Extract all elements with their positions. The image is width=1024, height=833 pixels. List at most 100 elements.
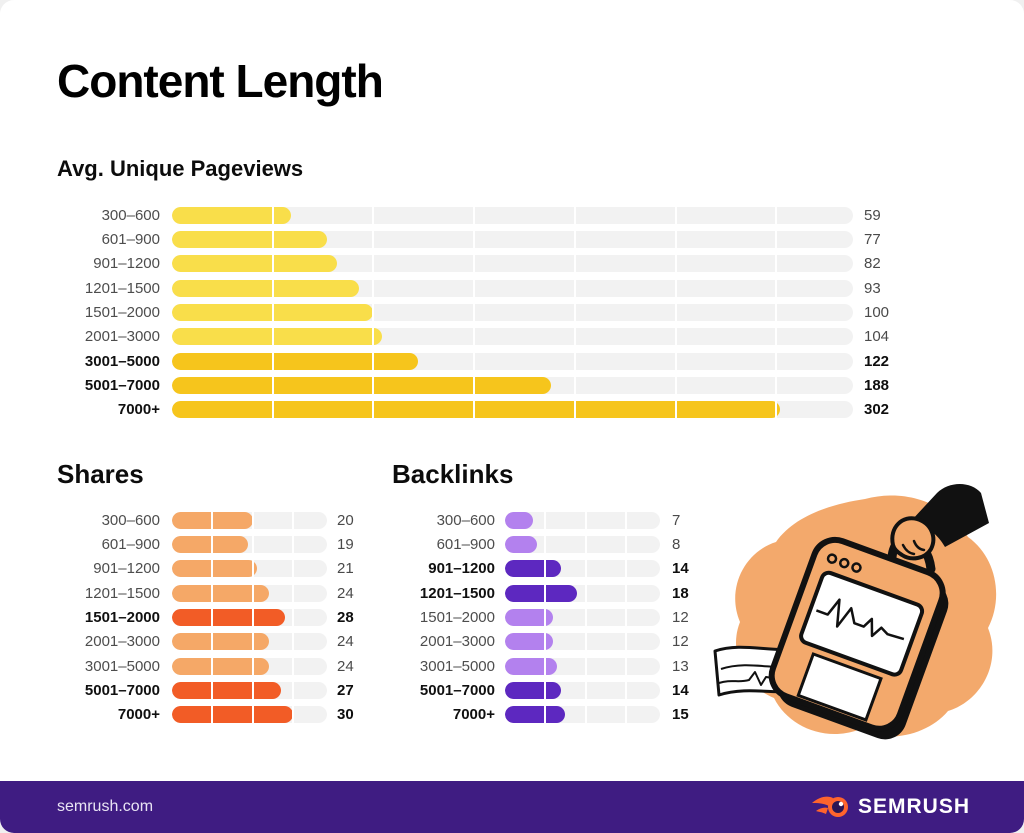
ekg-monitor-illustration [713,484,997,740]
gridline [674,206,677,224]
chart-row: 300–600 59 [57,203,897,227]
category-label: 601–900 [101,231,160,249]
pageviews-chart: 300–600 59 601–900 77 901–1200 82 1201–1500 93 1… [57,203,897,422]
bar [505,706,566,724]
bar [172,206,291,224]
gridline [573,231,576,249]
backlinks-chart: 300–600 7 601–900 8 901–1200 14 1201–1500 18 150… [392,508,697,727]
bar-track [172,231,853,249]
gridline [573,304,576,322]
bar [505,682,562,700]
gridline [211,584,214,602]
value-label: 14 [672,682,689,700]
gridline [372,231,375,249]
gridline [584,536,587,554]
chart-row: 901–1200 14 [392,557,697,581]
gridline [211,706,214,724]
value-label: 30 [337,706,354,724]
gridline [624,657,627,675]
value-label: 12 [672,633,689,651]
gridline [473,206,476,224]
bar [172,536,249,554]
gridline [291,706,294,724]
gridline [544,609,547,627]
gridline [775,304,778,322]
chart-row: 3001–5000 24 [57,654,362,678]
shares-chart-title: Shares [57,459,144,489]
category-label: 300–600 [101,206,160,224]
bar-track [172,328,853,346]
value-label: 19 [337,536,354,554]
bar-track [172,206,853,224]
value-label: 188 [864,377,890,395]
chart-row: 7000+ 15 [392,703,697,727]
gridline [473,352,476,370]
gridline [372,304,375,322]
gridline [674,231,677,249]
gridline [775,206,778,224]
gridline [251,706,254,724]
gridline [584,609,587,627]
bar [172,401,781,419]
gridline [473,255,476,273]
gridline [544,560,547,578]
gridline [251,511,254,529]
gridline [473,377,476,395]
gridline [775,255,778,273]
hand [890,516,936,561]
gridline [211,536,214,554]
gridline [573,352,576,370]
bar [172,682,281,700]
gridline [775,377,778,395]
bar-track [172,584,327,602]
gridline [211,560,214,578]
gridline [271,304,274,322]
gridline [775,231,778,249]
value-label: 104 [864,328,890,346]
category-label: 2001–3000 [419,633,495,651]
gridline [291,511,294,529]
gridline [291,560,294,578]
chart-row: 601–900 8 [392,532,697,556]
gridline [624,560,627,578]
category-label: 901–1200 [428,560,495,578]
gridline [584,511,587,529]
gridline [372,401,375,419]
chart-row: 5001–7000 27 [57,678,362,702]
bar [172,255,338,273]
gridline [624,682,627,700]
bar [505,609,554,627]
bar-track [505,560,660,578]
gridline [573,206,576,224]
category-label: 2001–3000 [84,633,160,651]
category-label: 3001–5000 [419,657,495,675]
gridline [584,657,587,675]
pageviews-chart-title: Avg. Unique Pageviews [57,156,304,181]
shares-chart: 300–600 20 601–900 19 901–1200 21 1201–1500 24 1… [57,508,362,727]
gridline [251,657,254,675]
value-label: 82 [864,255,881,273]
gridline [473,231,476,249]
gridline [584,584,587,602]
chart-row: 1501–2000 100 [57,300,897,324]
gridline [624,536,627,554]
bar-track [505,633,660,651]
chart-row: 1501–2000 12 [392,605,697,629]
gridline [271,377,274,395]
bar [172,584,269,602]
gridline [291,609,294,627]
bar [172,706,293,724]
chart-row: 901–1200 21 [57,557,362,581]
gridline [573,328,576,346]
gridline [372,206,375,224]
category-label: 7000+ [117,706,160,724]
value-label: 77 [864,231,881,249]
chart-row: 2001–3000 12 [392,630,697,654]
gridline [674,401,677,419]
chart-row: 3001–5000 13 [392,654,697,678]
gridline [544,706,547,724]
footer: semrush.com SEMRUSH [0,781,1024,833]
gridline [584,560,587,578]
device-screen [799,570,925,677]
